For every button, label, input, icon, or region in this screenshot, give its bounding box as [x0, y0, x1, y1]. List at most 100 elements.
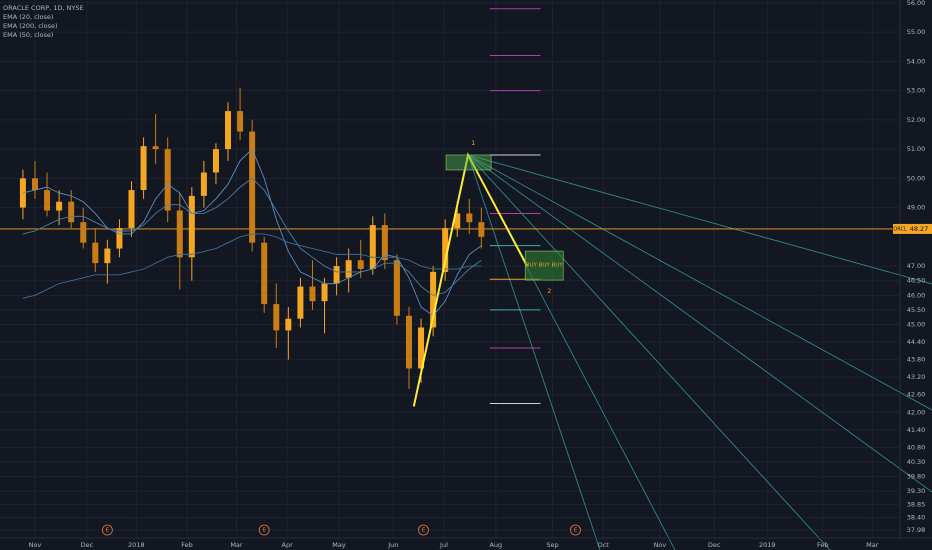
candle-body — [369, 225, 376, 269]
legend-title: ORACLE CORP, 1D, NYSE — [3, 4, 84, 12]
candle-body — [140, 146, 147, 191]
price-label: 48.27 — [910, 225, 929, 233]
y-tick-label: 41.40 — [907, 426, 926, 434]
candle-body — [333, 266, 340, 284]
candle-body — [405, 315, 412, 369]
y-tick-label: 45.50 — [907, 306, 926, 314]
y-tick-label: 56.00 — [907, 0, 926, 7]
candle-body — [188, 195, 195, 258]
candle-body — [212, 149, 219, 173]
x-tick-label: Jul — [439, 541, 448, 549]
candle-body — [225, 111, 232, 150]
earnings-label: E — [262, 528, 266, 534]
earnings-marker — [101, 524, 113, 536]
y-tick-label: 45.00 — [907, 321, 926, 329]
candle-body — [116, 228, 123, 249]
candle-body — [273, 304, 280, 331]
y-tick-label: 44.40 — [907, 338, 926, 346]
earnings-label: E — [574, 528, 578, 534]
candle-body — [285, 318, 292, 331]
y-tick-label: 38.40 — [907, 514, 926, 522]
x-tick-label: Sep — [546, 541, 558, 549]
candle-body — [249, 131, 256, 243]
candle-body — [466, 213, 473, 223]
y-tick-label: 54.00 — [907, 57, 926, 65]
x-tick-label: Mar — [230, 541, 243, 549]
earnings-label: E — [106, 528, 110, 534]
y-tick-label: 39.30 — [907, 487, 926, 495]
pattern-label: 1 — [471, 139, 475, 147]
ema-line — [22, 148, 482, 317]
y-tick-label: 53.00 — [907, 87, 926, 95]
legend-entry: EMA (20, close) — [3, 13, 53, 21]
fan-ray — [467, 154, 601, 550]
pattern-label: 2 — [547, 287, 551, 295]
candle-body — [68, 201, 75, 223]
candle-body — [442, 228, 449, 272]
candle-body — [297, 286, 304, 319]
x-tick-label: Nov — [654, 541, 667, 549]
y-tick-label: 55.00 — [907, 28, 926, 36]
y-tick-label: 52.00 — [907, 116, 926, 124]
candle-body — [381, 225, 388, 261]
candle-body — [478, 222, 485, 237]
x-tick-label: 2018 — [128, 541, 145, 549]
candle-body — [104, 248, 111, 264]
fan-ray — [467, 154, 932, 411]
x-tick-label: Feb — [181, 541, 193, 549]
candle-body — [44, 190, 51, 211]
candle-body — [200, 172, 207, 196]
x-tick-label: Oct — [598, 541, 610, 549]
y-tick-label: 47.00 — [907, 262, 926, 270]
y-tick-label: 40.30 — [907, 458, 926, 466]
candle-body — [152, 146, 159, 150]
candle-body — [393, 260, 400, 316]
y-tick-label: 51.00 — [907, 145, 926, 153]
price-tag — [907, 223, 932, 234]
y-tick-label: 49.00 — [907, 204, 926, 212]
earnings-label: E — [422, 528, 426, 534]
y-tick-label: 42.00 — [907, 408, 926, 416]
candle-body — [176, 210, 183, 258]
x-tick-label: Jun — [387, 541, 398, 549]
ticker-label: ORCL — [893, 226, 907, 232]
x-tick-label: Apr — [282, 541, 294, 549]
y-tick-label: 37.98 — [907, 526, 926, 534]
candle-body — [92, 242, 99, 264]
y-tick-label: 46.50 — [907, 277, 926, 285]
ema-line — [22, 233, 482, 299]
ema-line — [22, 177, 482, 296]
earnings-marker — [418, 524, 429, 536]
candle-body — [80, 222, 87, 243]
candle-body — [31, 178, 38, 191]
x-tick-label: Nov — [29, 541, 42, 549]
grid — [0, 0, 900, 538]
candle-body — [321, 283, 328, 302]
marks: BUY BUY BUY 1 2 E E E E — [0, 8, 900, 536]
signal-label: BUY BUY BUY — [526, 263, 564, 269]
y-tick-label: 43.80 — [907, 356, 926, 364]
target-box — [445, 154, 492, 171]
earnings-marker — [258, 524, 270, 536]
y-tick-label: 39.80 — [907, 473, 926, 481]
candle-body — [56, 201, 63, 211]
candle-body — [261, 242, 268, 305]
fan-lines — [467, 154, 932, 550]
candle-body — [430, 271, 437, 328]
candle-body — [418, 327, 425, 369]
y-tick-label: 38.85 — [907, 500, 926, 508]
candle-body — [454, 213, 461, 229]
x-tick-label: 2019 — [759, 541, 776, 549]
fan-ray — [467, 154, 932, 285]
candle-body — [164, 149, 171, 211]
candle-body — [357, 260, 364, 269]
signal-box — [524, 250, 564, 281]
x-tick-label: Mar — [866, 541, 879, 549]
candle-body — [345, 260, 352, 278]
y-tick-label: 46.00 — [907, 291, 926, 299]
x-tick-label: Aug — [489, 541, 502, 549]
